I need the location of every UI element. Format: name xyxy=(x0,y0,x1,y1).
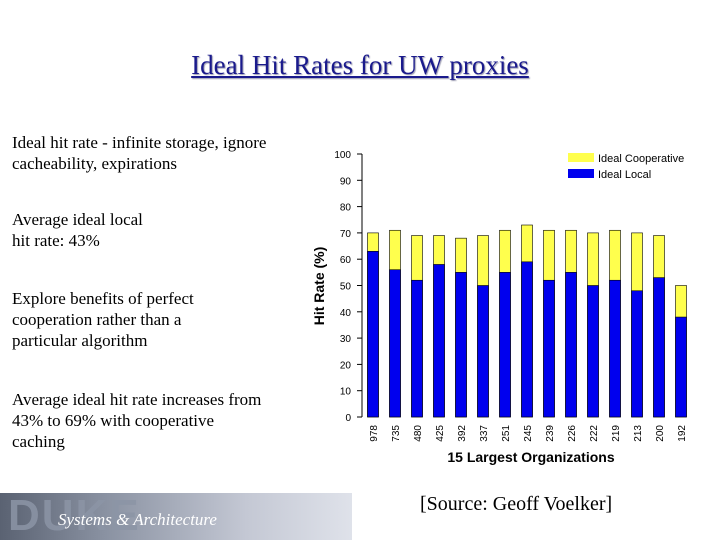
bar-ideal-local xyxy=(499,272,511,418)
x-tick-label: 192 xyxy=(677,425,688,442)
y-tick-label: 90 xyxy=(340,176,352,187)
x-axis-label: 15 Largest Organizations xyxy=(447,449,614,465)
y-tick-label: 10 xyxy=(340,387,352,398)
bar-ideal-local xyxy=(675,316,687,418)
legend-label: Ideal Cooperative xyxy=(598,153,684,165)
y-tick-label: 100 xyxy=(334,150,351,161)
x-tick-label: 978 xyxy=(369,425,380,442)
bullet-line: Explore benefits of perfect xyxy=(12,289,194,308)
x-tick-labels: 978 735 480 425 392 337 251 245 239 226 222 219 213 2… xyxy=(369,425,688,442)
bar-ideal-local xyxy=(565,272,577,418)
bar-ideal-local xyxy=(411,279,423,418)
source-citation: [Source: Geoff Voelker] xyxy=(420,493,613,515)
bullet-cooperative-increase: Average ideal hit rate increases from 43… xyxy=(12,389,359,452)
duke-logo-banner: DUKE Systems & Architecture xyxy=(0,493,352,540)
bullet-hit-rate-definition: Ideal hit rate - infinite storage, ignor… xyxy=(12,132,359,174)
bar-ideal-local xyxy=(587,285,599,418)
bullet-average-local: Average ideal local hit rate: 43% xyxy=(12,209,359,251)
bullet-line: Average ideal local xyxy=(12,210,143,229)
bullet-explore-benefits: Explore benefits of perfect cooperation … xyxy=(12,288,359,351)
bar-ideal-local xyxy=(653,277,665,418)
bullet-line: hit rate: 43% xyxy=(12,231,100,250)
bar-ideal-local xyxy=(389,269,401,418)
y-tick-label: 80 xyxy=(340,203,352,214)
bar-ideal-local xyxy=(433,264,445,418)
bullet-line: particular algorithm xyxy=(12,331,148,350)
x-tick-label: 735 xyxy=(391,425,402,442)
y-tick-label: 40 xyxy=(340,308,352,319)
y-tick-label: 30 xyxy=(340,334,352,345)
x-tick-label: 222 xyxy=(589,425,600,442)
systems-architecture-label: Systems & Architecture xyxy=(58,510,217,529)
bar-series xyxy=(367,224,687,418)
bar-ideal-local xyxy=(631,290,643,418)
bar-ideal-local xyxy=(455,272,467,418)
duke-logo-text: DUKE xyxy=(8,493,141,540)
bullet-line: cacheability, expirations xyxy=(12,154,178,173)
y-tick-label: 20 xyxy=(340,360,352,371)
hit-rate-chart: 0 10 20 30 40 50 60 70 80 90 100 978 735 480 425 392 33… xyxy=(311,150,688,465)
bullet-line: Ideal hit rate - infinite storage, ignor… xyxy=(12,133,267,152)
bar-ideal-local xyxy=(477,285,489,418)
bar-ideal-local xyxy=(543,279,555,418)
legend-swatch xyxy=(568,169,594,178)
legend-swatch xyxy=(568,153,594,162)
bar-ideal-local xyxy=(609,279,621,418)
bullet-line: 43% to 69% with cooperative xyxy=(12,411,215,430)
x-tick-label: 200 xyxy=(655,425,666,442)
x-tick-label: 219 xyxy=(611,425,622,442)
y-tick-label: 60 xyxy=(340,255,352,266)
x-tick-label: 251 xyxy=(501,425,512,442)
legend-label: Ideal Local xyxy=(598,169,651,181)
y-axis: 0 10 20 30 40 50 60 70 80 90 100 xyxy=(334,150,363,424)
bar-ideal-local xyxy=(521,261,533,418)
bullet-line: Average ideal hit rate increases from xyxy=(12,390,262,409)
legend: Ideal Cooperative Ideal Local xyxy=(568,153,684,181)
x-tick-label: 239 xyxy=(545,425,556,442)
x-tick-label: 425 xyxy=(435,425,446,442)
x-tick-label: 213 xyxy=(633,425,644,442)
x-tick-label: 480 xyxy=(413,425,424,442)
bullet-line: caching xyxy=(12,432,65,451)
x-tick-label: 226 xyxy=(567,425,578,442)
y-tick-label: 50 xyxy=(340,282,352,293)
x-tick-label: 337 xyxy=(479,425,490,442)
slide-title: Ideal Hit Rates for UW proxies xyxy=(191,50,529,80)
y-tick-label: 70 xyxy=(340,229,352,240)
y-axis-label: Hit Rate (%) xyxy=(311,247,327,326)
x-tick-label: 245 xyxy=(523,425,534,442)
bullet-line: cooperation rather than a xyxy=(12,310,182,329)
y-tick-label: 0 xyxy=(345,413,351,424)
bar-ideal-local xyxy=(367,251,379,418)
x-tick-label: 392 xyxy=(457,425,468,442)
